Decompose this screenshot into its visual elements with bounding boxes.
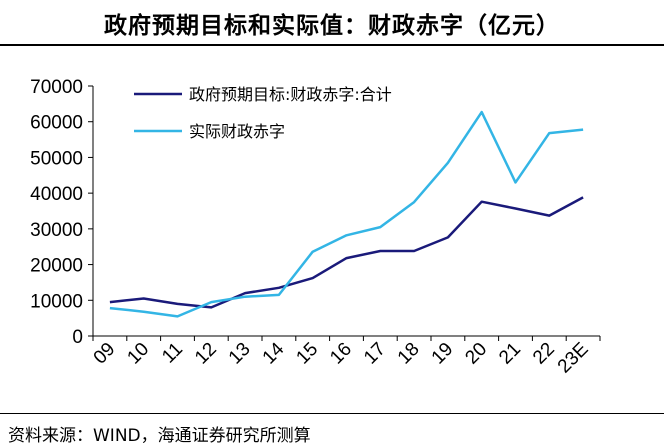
y-tick-label: 60000	[30, 113, 83, 134]
x-tick-label: 23E	[554, 339, 593, 378]
x-tick-label: 11	[158, 339, 187, 368]
x-tick-label: 19	[428, 339, 458, 369]
series-layer	[109, 110, 584, 318]
x-tick-label: 13	[225, 339, 255, 369]
x-tick-label: 14	[259, 338, 289, 368]
x-tick-label: 18	[394, 339, 424, 369]
legend-label: 实际财政赤字	[189, 122, 285, 141]
series-line-2	[109, 110, 584, 318]
x-tick-label: 12	[191, 339, 221, 369]
x-tick-label: 10	[123, 339, 153, 369]
y-tick-label: 10000	[30, 291, 83, 312]
y-tick-label: 70000	[30, 77, 83, 98]
chart-title: 政府预期目标和实际值：财政赤字（亿元）	[104, 12, 560, 39]
x-tick-label: 21	[495, 339, 525, 369]
x-tick-label: 16	[326, 339, 356, 369]
y-tick-label: 20000	[30, 256, 83, 277]
legend-label: 政府预期目标:财政赤字:合计	[189, 85, 392, 104]
y-tick-label: 50000	[30, 148, 83, 169]
y-tick-label: 0	[72, 327, 83, 348]
series-line-1	[109, 196, 584, 309]
title-divider	[0, 44, 664, 46]
source-divider	[0, 413, 664, 414]
source-note: 资料来源：WIND，海通证券研究所测算	[8, 426, 311, 446]
x-tick-label: 20	[461, 339, 491, 369]
x-tick-label: 17	[360, 339, 390, 369]
x-tick-label: 15	[292, 339, 322, 369]
x-tick-label: 09	[90, 339, 120, 369]
y-axis: 0 10000 20000 30000 40000 50000 60000 70000	[30, 77, 94, 348]
y-tick-label: 30000	[30, 220, 83, 241]
y-tick-label: 40000	[30, 184, 83, 205]
